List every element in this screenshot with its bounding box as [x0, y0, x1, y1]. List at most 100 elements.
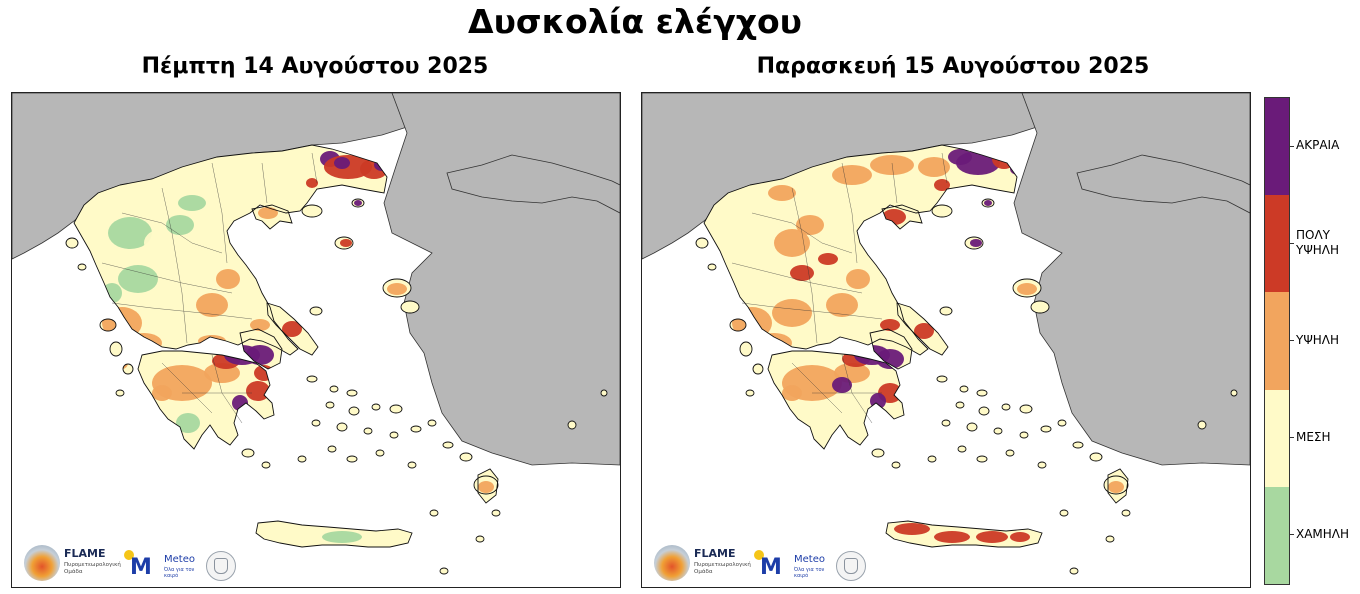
meteo-sun-icon	[124, 550, 134, 560]
legend-label: ΥΨΗΛΗ	[1296, 332, 1340, 347]
legend-tick	[1289, 242, 1294, 244]
legend-tick	[1289, 534, 1294, 536]
hazard-patch	[246, 381, 270, 401]
hazard-patch	[387, 283, 407, 295]
neighbour-country	[383, 93, 620, 466]
hazard-patch	[140, 191, 164, 207]
flame-logo: FLAME Πυρομετεωρολογική Ομάδα	[654, 543, 754, 587]
hazard-patch	[914, 323, 934, 339]
hazard-patch	[108, 217, 152, 249]
hazard-patch	[178, 195, 206, 211]
hazard-patch	[732, 307, 772, 339]
university-seal-icon	[206, 551, 236, 581]
neighbour-country	[1076, 154, 1250, 214]
hazard-patch	[102, 307, 142, 339]
legend-tick	[1289, 437, 1294, 439]
hazard-patch	[198, 335, 226, 347]
hazard-patch	[152, 385, 172, 401]
map-day1-canvas	[12, 93, 620, 575]
flame-logo-icon	[654, 545, 690, 581]
flame-logo-name: FLAME	[64, 547, 106, 560]
legend-swatch	[1265, 389, 1289, 487]
hazard-patch	[918, 157, 950, 177]
meteo-logo-tagline: Όλα για τον καιρό	[164, 567, 195, 579]
flame-logo-icon	[24, 545, 60, 581]
coastline	[65, 144, 608, 575]
legend-tick	[1289, 145, 1294, 147]
regional-borders	[731, 152, 948, 424]
hazard-patch	[934, 531, 970, 543]
hazard-patch	[118, 265, 158, 293]
flame-logo-name: FLAME	[694, 547, 736, 560]
hazard-patch	[142, 299, 182, 327]
hazard-patch	[756, 333, 792, 353]
hazard-patch	[748, 265, 788, 293]
hazard-patch	[772, 299, 812, 327]
hazard-patch	[1010, 532, 1030, 542]
regional-borders	[101, 152, 318, 424]
map-title-day2: Παρασκευή 15 Αυγούστου 2025	[756, 54, 1150, 79]
hazard-patch	[116, 357, 128, 369]
legend-label: ΠΟΛΥ ΥΨΗΛΗ	[1296, 227, 1340, 257]
hazard-patch	[126, 333, 162, 353]
legend-colorbar	[1264, 97, 1290, 585]
legend-label: ΧΑΜΗΛΗ	[1296, 526, 1350, 541]
hazard-patch	[306, 178, 318, 188]
meteo-m-icon: M	[130, 555, 152, 580]
map-day1	[11, 92, 621, 588]
hazard-patch	[876, 349, 904, 369]
hazard-patch	[322, 531, 362, 543]
legend-swatch	[1265, 292, 1289, 390]
hazard-patch	[478, 481, 494, 493]
hazard-patch	[738, 217, 782, 249]
meteo-logo-name: Meteo	[164, 554, 195, 565]
meteo-logo-name: Meteo	[794, 554, 825, 565]
meteo-logo: M Meteo Όλα για τον καιρό	[124, 550, 204, 580]
coastline	[695, 144, 1238, 575]
hazard-overlay	[732, 145, 1124, 543]
hazard-patch	[334, 157, 350, 169]
map-day2-canvas	[642, 93, 1250, 575]
hazard-patch	[832, 165, 872, 185]
hazard-patch	[774, 229, 810, 257]
hazard-patch	[354, 200, 362, 206]
flame-logo-desc: Πυρομετεωρολογική Ομάδα	[64, 562, 121, 575]
hazard-patch	[826, 293, 858, 317]
page-title: Δυσκολία ελέγχου	[468, 2, 802, 41]
hazard-patch	[144, 229, 180, 257]
hazard-patch	[166, 215, 194, 235]
legend-swatch	[1265, 98, 1289, 196]
hazard-patch	[934, 179, 950, 191]
legend-label: ΑΚΡΑΙΑ	[1296, 138, 1340, 153]
map-day2	[641, 92, 1251, 588]
hazard-patch	[796, 215, 824, 235]
hazard-patch	[176, 413, 200, 433]
university-seal-icon	[836, 551, 866, 581]
flame-logo: FLAME Πυρομετεωρολογική Ομάδα	[24, 543, 124, 587]
hazard-patch	[1017, 283, 1037, 295]
hazard-patch	[804, 413, 832, 433]
hazard-patch	[196, 293, 228, 317]
meteo-logo: M Meteo Όλα για τον καιρό	[754, 550, 834, 580]
flame-logo-desc: Πυρομετεωρολογική Ομάδα	[694, 562, 751, 575]
hazard-patch	[374, 159, 390, 171]
hazard-patch	[894, 523, 930, 535]
hazard-patch	[970, 239, 982, 247]
legend-swatch	[1265, 486, 1289, 584]
legend-label: ΜΕΣΗ	[1296, 429, 1331, 444]
neighbour-country	[446, 154, 620, 214]
meteo-m-icon: M	[760, 555, 782, 580]
meteo-sun-icon	[754, 550, 764, 560]
hazard-patch	[282, 321, 302, 337]
hazard-patch	[880, 319, 900, 331]
hazard-patch	[258, 207, 278, 219]
hazard-patch	[250, 319, 270, 331]
hazard-patch	[846, 269, 870, 289]
hazard-patch	[216, 269, 240, 289]
meteo-logo-tagline: Όλα για τον καιρό	[794, 567, 825, 579]
hazard-patch	[782, 385, 802, 401]
hazard-patch	[818, 253, 838, 265]
hazard-patch	[984, 200, 992, 206]
legend-tick	[1289, 340, 1294, 341]
hazard-patch	[364, 527, 392, 539]
